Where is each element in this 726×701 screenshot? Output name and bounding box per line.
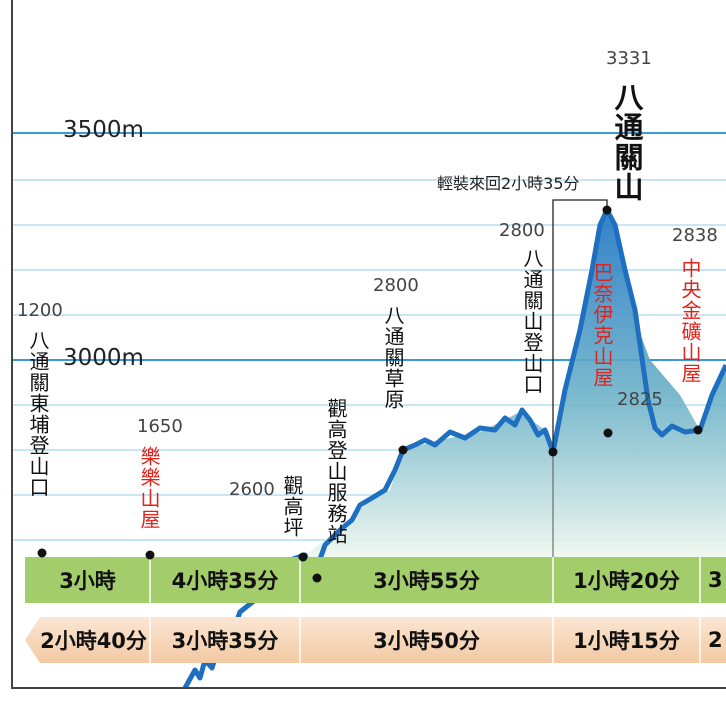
uphill-time: 4小時35分: [171, 569, 279, 593]
downhill-time: 3小時50分: [373, 629, 480, 653]
uphill-time: 3: [708, 568, 723, 592]
elevation-label: 3331: [606, 48, 652, 69]
elevation-label: 2800: [373, 275, 419, 296]
place-name: 中央金礦山屋: [678, 258, 702, 384]
place-name: 八通關山登山口: [520, 248, 544, 395]
downhill-time: 2: [708, 628, 723, 652]
elevation-label: 1650: [137, 416, 183, 437]
place-name: 巴奈伊克山屋: [590, 262, 614, 388]
downhill-time: 3小時35分: [171, 629, 279, 653]
elevation-label: 2838: [672, 225, 718, 246]
place-name: 八通關草原: [381, 305, 405, 410]
downhill-time: 2小時40分: [40, 629, 147, 653]
downhill-time: 1小時15分: [573, 629, 680, 653]
axis-label: 3500m: [63, 117, 144, 143]
side-trip-bracket: [552, 199, 608, 452]
uphill-row: [25, 557, 726, 603]
elevation-label: 2825: [617, 389, 663, 410]
uphill-time: 3小時55分: [373, 569, 480, 593]
place-name: 八通關東埔登山口: [26, 330, 50, 498]
markers: [37, 205, 703, 583]
downhill-row: [25, 617, 726, 663]
elevation-label: 2800: [499, 220, 545, 241]
side-trip-label: 輕裝來回2小時35分: [437, 174, 580, 193]
uphill-time: 1小時20分: [573, 569, 680, 593]
elevation-label: 2600: [229, 479, 275, 500]
row-dividers: [149, 557, 701, 663]
frame: [11, 0, 726, 689]
axis-label: 3000m: [63, 345, 144, 371]
place-name: 觀高坪: [280, 475, 304, 538]
place-name: 八通關山: [610, 82, 644, 202]
place-name: 觀高登山服務站: [324, 398, 348, 545]
profile-fill: [300, 210, 726, 557]
elevation-label: 1200: [17, 300, 63, 321]
uphill-time: 3小時: [59, 569, 116, 593]
place-name: 樂樂山屋: [137, 446, 161, 530]
